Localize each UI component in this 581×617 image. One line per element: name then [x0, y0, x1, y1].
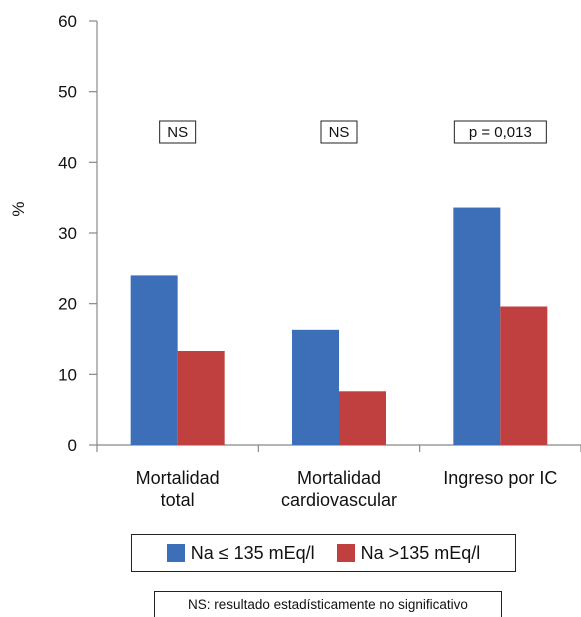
bar: [177, 351, 225, 445]
legend-label-na-high: Na >135 mEq/l: [360, 542, 481, 563]
y-tick-label: 60: [58, 12, 77, 31]
y-tick-label: 50: [58, 83, 77, 102]
y-tick-label: 20: [58, 295, 77, 314]
annotation-box: [320, 120, 358, 144]
legend-item-na-low: Na ≤ 135 mEq/l: [166, 542, 315, 564]
category-label: Mortalidad cardiovascular: [281, 468, 397, 510]
annotation-label: p = 0,013: [469, 124, 532, 141]
category-label: Mortalidad total: [136, 468, 220, 510]
y-tick-label: 30: [58, 224, 77, 243]
bar: [500, 306, 548, 445]
bar: [339, 391, 386, 445]
category-labels: Mortalidad total Mortalidad cardiovascular I…: [136, 468, 558, 510]
legend-swatch-na-high: [336, 544, 355, 562]
footnote: NS: resultado estadísticamente no signif…: [154, 591, 502, 617]
x-axis: [96, 444, 581, 452]
category-label: Ingreso por IC: [443, 468, 557, 488]
legend-label-na-low: Na ≤ 135 mEq/l: [190, 542, 315, 563]
annotation-box: [453, 120, 547, 144]
bar: [292, 329, 339, 445]
annotations: NS NS p = 0,013: [159, 120, 547, 144]
legend-swatch-na-low: [166, 544, 185, 562]
bar-chart: 0 10 20 30 40 50 60 NS NS p = 0,013 Mortalidad to…: [9, 12, 581, 510]
annotation-label: NS: [329, 124, 350, 141]
annotation-label: NS: [167, 124, 188, 141]
legend: Na ≤ 135 mEq/l Na >135 mEq/l: [131, 534, 516, 572]
y-axis: 0 10 20 30 40 50 60: [58, 12, 98, 455]
y-tick-label: 10: [58, 365, 77, 384]
y-axis-label: %: [9, 201, 28, 216]
bar: [453, 207, 501, 445]
bars: [130, 207, 548, 445]
bar: [130, 275, 178, 445]
y-tick-label: 40: [58, 153, 77, 172]
annotation-box: [159, 120, 197, 144]
y-tick-label: 0: [68, 436, 77, 455]
legend-item-na-high: Na >135 mEq/l: [336, 542, 481, 564]
